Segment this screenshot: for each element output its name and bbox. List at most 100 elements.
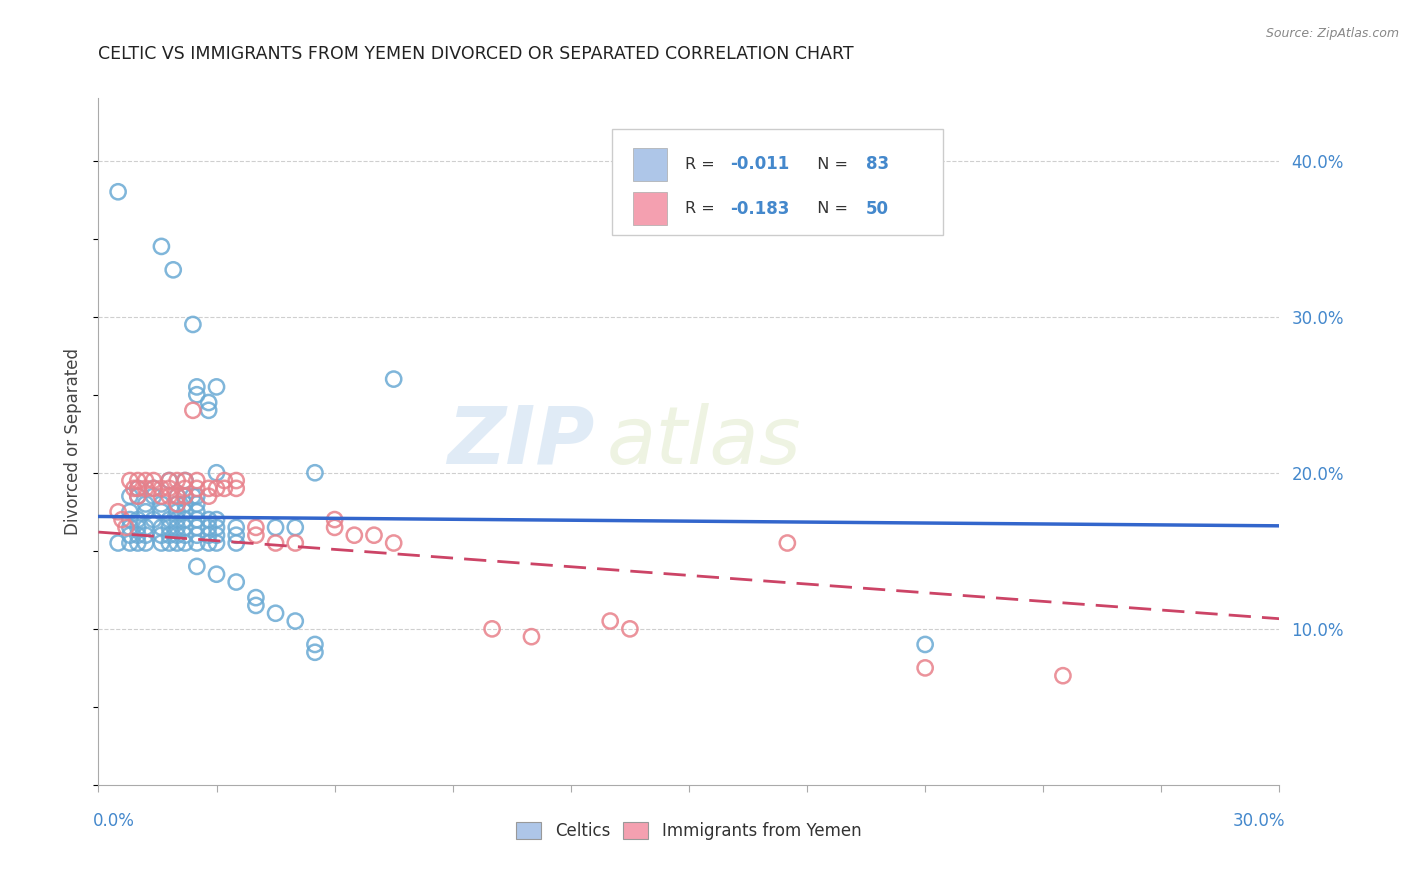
Point (520, 630, 543, 644)
Point (205, 567, 228, 582)
Point (166, 528, 188, 542)
Point (127, 536, 149, 550)
Point (245, 528, 267, 542)
Point (135, 482, 157, 496)
Point (157, 520, 180, 534)
Point (174, 489, 197, 503)
Point (776, 536, 799, 550)
Point (914, 661, 936, 675)
Point (181, 489, 204, 503)
Point (186, 380, 208, 394)
Point (382, 372, 405, 386)
Point (214, 482, 236, 496)
Point (127, 482, 149, 496)
Point (127, 474, 149, 488)
Point (186, 520, 208, 534)
Point (225, 482, 247, 496)
Point (135, 520, 157, 534)
Point (174, 474, 197, 488)
Point (157, 528, 180, 542)
Point (225, 474, 247, 488)
Text: 30.0%: 30.0% (1233, 813, 1285, 830)
Point (225, 520, 247, 534)
Point (245, 520, 267, 534)
Text: -0.011: -0.011 (730, 155, 790, 173)
Point (107, 505, 129, 519)
Point (157, 474, 180, 488)
Point (186, 474, 208, 488)
Point (142, 482, 165, 496)
Point (264, 607, 287, 621)
Text: 0.0%: 0.0% (93, 813, 135, 830)
Point (127, 482, 149, 496)
Point (162, 262, 184, 277)
FancyBboxPatch shape (634, 147, 666, 180)
Point (205, 466, 228, 480)
Point (205, 520, 228, 534)
Text: N =: N = (807, 202, 853, 216)
Point (166, 505, 188, 519)
Point (174, 528, 197, 542)
Point (150, 497, 173, 511)
Point (127, 489, 149, 503)
Point (150, 536, 173, 550)
Point (205, 380, 228, 394)
Point (323, 512, 346, 526)
Point (1052, 669, 1074, 683)
Point (197, 482, 219, 496)
Point (127, 512, 149, 526)
Text: atlas: atlas (606, 402, 801, 481)
Point (135, 536, 157, 550)
Point (174, 520, 197, 534)
Point (181, 403, 204, 417)
Text: R =: R = (685, 202, 720, 216)
Point (304, 637, 326, 651)
Point (118, 528, 141, 542)
Point (304, 645, 326, 659)
Point (284, 536, 307, 550)
Point (107, 185, 129, 199)
Point (363, 528, 385, 542)
Point (166, 512, 188, 526)
Point (166, 497, 188, 511)
Point (174, 505, 197, 519)
Point (284, 520, 307, 534)
Point (205, 528, 228, 542)
Point (382, 536, 405, 550)
Point (118, 505, 141, 519)
Point (118, 474, 141, 488)
Point (264, 520, 287, 534)
Point (205, 482, 228, 496)
FancyBboxPatch shape (612, 129, 943, 235)
Point (174, 482, 197, 496)
Point (197, 536, 219, 550)
Point (118, 536, 141, 550)
Point (127, 520, 149, 534)
Point (481, 622, 503, 636)
Point (150, 489, 173, 503)
Point (186, 489, 208, 503)
Text: 50: 50 (866, 200, 889, 218)
Point (142, 482, 165, 496)
FancyBboxPatch shape (634, 192, 666, 225)
Text: Source: ZipAtlas.com: Source: ZipAtlas.com (1265, 27, 1399, 40)
Point (186, 387, 208, 401)
Point (323, 520, 346, 534)
Point (118, 512, 141, 526)
Point (197, 520, 219, 534)
Point (186, 482, 208, 496)
Point (174, 512, 197, 526)
Point (157, 489, 180, 503)
Legend: Celtics, Immigrants from Yemen: Celtics, Immigrants from Yemen (512, 817, 866, 846)
Point (127, 489, 149, 503)
Point (174, 536, 197, 550)
Point (135, 497, 157, 511)
Point (619, 622, 641, 636)
Point (150, 528, 173, 542)
Text: N =: N = (807, 157, 853, 171)
Point (107, 536, 129, 550)
Point (157, 482, 180, 496)
Point (115, 520, 138, 534)
Point (197, 489, 219, 503)
Text: -0.183: -0.183 (730, 200, 790, 218)
